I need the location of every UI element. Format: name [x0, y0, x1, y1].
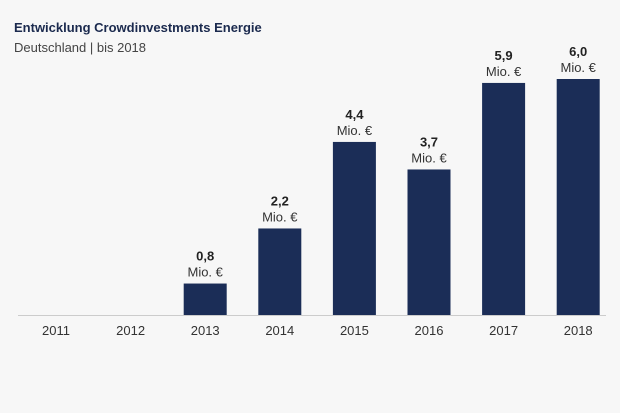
- data-label-unit: Mio. €: [411, 150, 447, 165]
- data-label-value: 5,9: [495, 48, 513, 63]
- x-tick-label: 2016: [415, 323, 444, 338]
- bar-2016: [407, 169, 451, 315]
- data-label-unit: Mio. €: [337, 123, 373, 138]
- data-label-unit: Mio. €: [262, 209, 298, 224]
- x-tick-label: 2011: [42, 323, 70, 338]
- data-label-unit: Mio. €: [560, 60, 596, 75]
- data-label-value: 6,0: [569, 44, 587, 59]
- x-tick-label: 2012: [116, 323, 145, 338]
- bar-2018: [556, 79, 600, 315]
- data-label-value: 3,7: [420, 134, 438, 149]
- data-label-unit: Mio. €: [187, 265, 223, 280]
- chart-title: Entwicklung Crowdinvestments Energie: [14, 20, 262, 35]
- bar-2013: [183, 283, 227, 315]
- x-tick-label: 2017: [489, 323, 518, 338]
- x-tick-label: 2015: [340, 323, 369, 338]
- bar-2017: [482, 82, 526, 315]
- x-tick-label: 2014: [265, 323, 294, 338]
- chart-subtitle: Deutschland | bis 2018: [14, 40, 147, 55]
- data-label-value: 0,8: [196, 249, 214, 264]
- data-label-value: 2,2: [271, 193, 289, 208]
- x-tick-label: 2013: [191, 323, 220, 338]
- bar-2014: [258, 228, 302, 315]
- data-label-value: 4,4: [345, 107, 364, 122]
- data-label-unit: Mio. €: [486, 64, 522, 79]
- bar-2015: [332, 141, 376, 315]
- x-tick-label: 2018: [564, 323, 593, 338]
